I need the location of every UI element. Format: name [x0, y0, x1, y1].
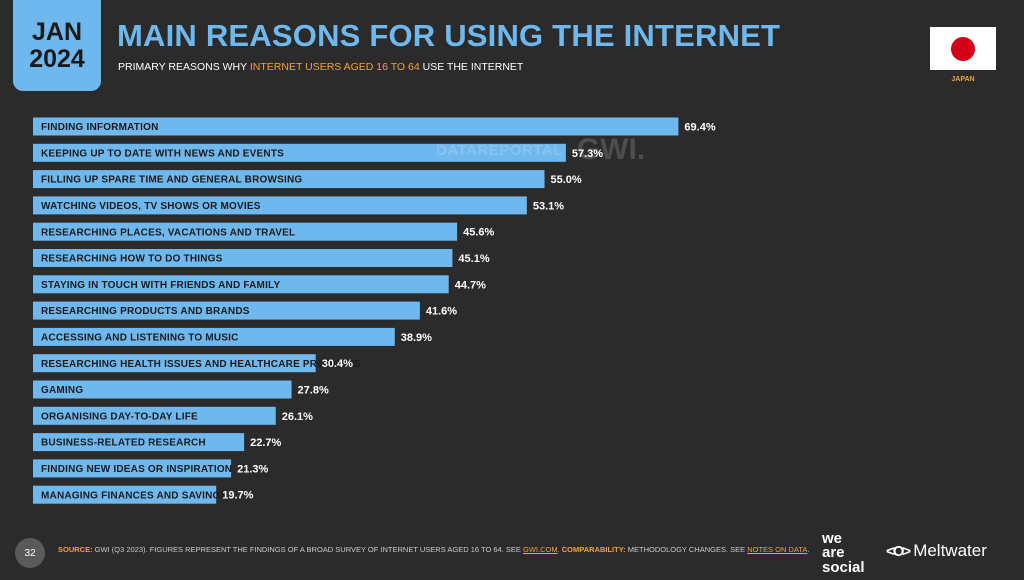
bar	[33, 406, 276, 425]
we-are-social-logo: we are social	[822, 530, 876, 576]
meltwater-logo: <O> Meltwater	[886, 541, 987, 561]
footer-period: .	[807, 545, 810, 554]
bar-category-label: STAYING IN TOUCH WITH FRIENDS AND FAMILY	[41, 280, 280, 291]
comparability-key: COMPARABILITY:	[561, 545, 626, 554]
bar-category-label: RESEARCHING PLACES, VACATIONS AND TRAVEL	[41, 227, 295, 238]
bar	[33, 327, 395, 346]
meltwater-wordmark: Meltwater	[913, 541, 987, 560]
bar-value-label: 30.4%	[322, 358, 353, 370]
gwi-link[interactable]: GWI.COM	[523, 545, 558, 554]
bar-value-label: 26.1%	[282, 411, 313, 423]
bar-value-label: 38.9%	[401, 332, 432, 344]
page-number: 32	[15, 538, 45, 568]
bar-category-label: FILLING UP SPARE TIME AND GENERAL BROWSI…	[41, 175, 302, 186]
bar-category-label: WATCHING VIDEOS, TV SHOWS OR MOVIES	[41, 201, 261, 212]
bar-category-label: MANAGING FINANCES AND SAVINGS	[41, 490, 227, 501]
bar-category-label: ACCESSING AND LISTENING TO MUSIC	[41, 333, 239, 344]
source-period: .	[557, 545, 560, 554]
comparability-text: METHODOLOGY CHANGES. SEE	[625, 545, 748, 554]
bar	[33, 249, 453, 267]
bar	[33, 196, 527, 215]
bar-value-label: 57.3%	[572, 148, 603, 160]
bar-value-label: 19.7%	[222, 490, 253, 502]
datareportal-watermark: DATAREPORTAL	[436, 141, 563, 159]
bar	[33, 485, 217, 504]
bar-value-label: 45.1%	[458, 253, 489, 265]
date-year: 2024	[29, 44, 85, 73]
bar-value-label: 45.6%	[463, 227, 494, 239]
country-label: JAPAN	[951, 76, 975, 83]
notes-on-data-link[interactable]: NOTES ON DATA	[747, 545, 808, 554]
bar-category-label: FINDING INFORMATION	[41, 122, 159, 133]
subtitle-prefix: PRIMARY REASONS WHY	[118, 61, 250, 73]
source-key: SOURCE:	[58, 545, 93, 554]
subtitle-highlight: INTERNET USERS AGED 16 TO 64	[249, 61, 420, 73]
bar-value-label: 21.3%	[237, 463, 268, 475]
bar	[33, 275, 449, 294]
gwi-watermark: GWI.	[576, 133, 646, 166]
bar	[33, 117, 679, 136]
bar-category-label: RESEARCHING HEALTH ISSUES AND HEALTHCARE…	[41, 359, 361, 370]
bar-chart: FINDING INFORMATION 69.4% KEEPING UP TO DA…	[33, 117, 716, 504]
bar-category-label: RESEARCHING PRODUCTS AND BRANDS	[41, 306, 250, 317]
source-footer: SOURCE: GWI (Q3 2023). FIGURES REPRESENT…	[58, 545, 809, 554]
bar-value-label: 53.1%	[533, 200, 564, 212]
logo-are: are	[822, 544, 845, 562]
bar-value-label: 44.7%	[455, 279, 486, 291]
subtitle-suffix: USE THE INTERNET	[419, 61, 524, 73]
logo-social: social	[822, 558, 865, 576]
japan-flag-icon	[930, 27, 996, 70]
bar	[33, 380, 292, 399]
bar-value-label: 41.6%	[426, 306, 457, 318]
bar-category-label: RESEARCHING HOW TO DO THINGS	[41, 254, 223, 265]
watermark: DATAREPORTAL GWI.	[436, 133, 645, 167]
bar-category-label: ORGANISING DAY-TO-DAY LIFE	[41, 411, 198, 422]
bar-category-label: FINDING NEW IDEAS OR INSPIRATION	[41, 464, 232, 475]
bar	[33, 433, 245, 452]
source-text: GWI (Q3 2023). FIGURES REPRESENT THE FIN…	[92, 545, 523, 554]
bar	[33, 222, 458, 241]
page-title: MAIN REASONS FOR USING THE INTERNET	[117, 18, 781, 53]
bar	[33, 354, 316, 373]
bar-value-label: 22.7%	[250, 437, 281, 449]
bar-value-label: 27.8%	[298, 385, 329, 397]
bar	[33, 301, 420, 320]
bar-category-label: GAMING	[41, 385, 83, 396]
bar	[33, 459, 232, 478]
flag-sun-disc	[951, 36, 975, 61]
bar	[33, 170, 545, 189]
bar-category-label: KEEPING UP TO DATE WITH NEWS AND EVENTS	[41, 148, 284, 159]
meltwater-mark-icon: <O>	[886, 542, 911, 560]
date-badge: JAN 2024	[13, 0, 101, 91]
page-subtitle: PRIMARY REASONS WHY INTERNET USERS AGED …	[118, 61, 523, 73]
bar-category-label: BUSINESS-RELATED RESEARCH	[41, 438, 206, 449]
bar-value-label: 69.4%	[684, 122, 715, 134]
date-month: JAN	[31, 17, 82, 46]
bar	[33, 143, 566, 162]
logo-we: we	[822, 530, 843, 547]
bar-value-label: 55.0%	[551, 174, 582, 186]
